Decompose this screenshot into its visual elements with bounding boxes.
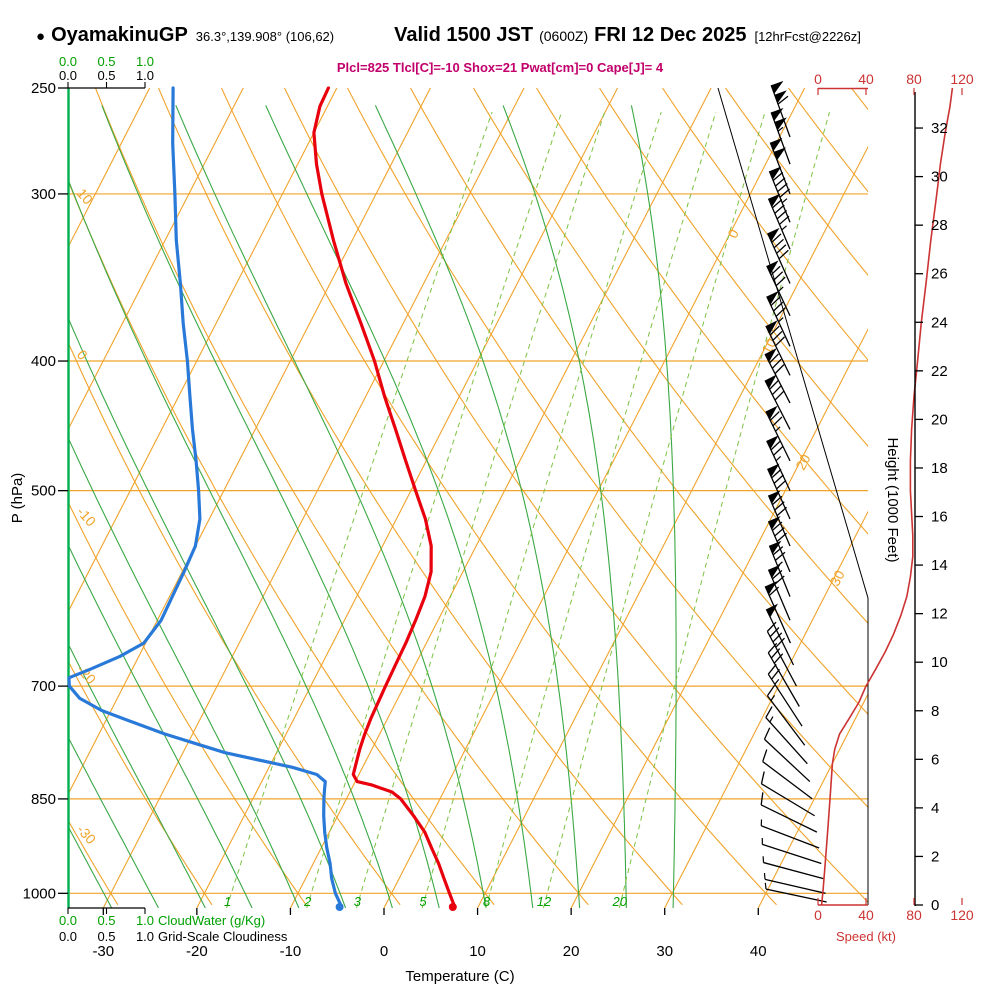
svg-text:10: 10 xyxy=(931,654,948,671)
cloud-scale-axes: 0.00.00.00.00.50.50.50.51.01.01.01.0Clou… xyxy=(59,54,288,944)
svg-text:P (hPa): P (hPa) xyxy=(9,473,26,524)
svg-text:28: 28 xyxy=(931,217,948,234)
svg-text:300: 300 xyxy=(31,186,56,203)
svg-text:120: 120 xyxy=(950,907,974,923)
svg-text:20: 20 xyxy=(563,943,580,960)
svg-text:14: 14 xyxy=(931,557,948,574)
dewpoint-profile-line xyxy=(67,86,343,907)
svg-text:8: 8 xyxy=(483,894,491,909)
svg-text:1000: 1000 xyxy=(23,885,56,902)
svg-text:-30: -30 xyxy=(92,943,114,960)
wind-barbs xyxy=(760,80,827,903)
moist-adiabats xyxy=(68,105,677,908)
svg-text:16: 16 xyxy=(931,509,948,526)
temperature-axis: -30 -20 -10 0 10 20 30 40 Temperature (C) xyxy=(92,908,767,985)
svg-text:20: 20 xyxy=(612,894,628,909)
svg-text:2: 2 xyxy=(931,848,939,865)
isotherm-lines xyxy=(68,88,868,908)
svg-text:40: 40 xyxy=(750,943,767,960)
svg-text:0.5: 0.5 xyxy=(97,68,115,83)
svg-text:120: 120 xyxy=(950,71,974,87)
svg-text:Speed (kt): Speed (kt) xyxy=(836,929,896,944)
svg-text:Height (1000 Feet): Height (1000 Feet) xyxy=(884,437,901,562)
svg-text:6: 6 xyxy=(931,751,939,768)
svg-text:-10: -10 xyxy=(280,943,302,960)
svg-text:700: 700 xyxy=(31,678,56,695)
dry-adiabats xyxy=(68,88,868,906)
surface-dewpoint-marker xyxy=(335,903,344,911)
svg-text:30: 30 xyxy=(931,169,948,186)
svg-text:22: 22 xyxy=(931,363,948,380)
svg-text:80: 80 xyxy=(906,907,922,923)
svg-text:1.0: 1.0 xyxy=(136,54,154,69)
svg-text:32: 32 xyxy=(931,120,948,137)
chart-title-row: ● OyamakinuGP 36.3°,139.908° (106,62) Valid… xyxy=(36,24,986,47)
svg-text:8: 8 xyxy=(931,703,939,720)
svg-text:0: 0 xyxy=(931,897,939,914)
svg-text:1.0: 1.0 xyxy=(136,913,154,928)
forecast-info: [12hrFcst@2226z] xyxy=(754,29,861,44)
svg-text:20: 20 xyxy=(931,411,948,428)
svg-text:5: 5 xyxy=(419,894,427,909)
svg-text:30: 30 xyxy=(826,567,848,588)
wind-staff-baseline xyxy=(717,87,869,905)
mixing-ratio-lines xyxy=(226,111,830,908)
svg-text:1.0: 1.0 xyxy=(136,68,154,83)
svg-text:12: 12 xyxy=(931,606,948,623)
station-name: OyamakinuGP xyxy=(51,24,188,46)
svg-text:1: 1 xyxy=(224,894,231,909)
svg-text:0.0: 0.0 xyxy=(59,54,77,69)
svg-text:500: 500 xyxy=(31,483,56,500)
svg-text:400: 400 xyxy=(31,353,56,370)
svg-text:4: 4 xyxy=(931,800,939,817)
svg-text:40: 40 xyxy=(858,71,874,87)
station-bullet-icon: ● xyxy=(36,28,46,45)
svg-text:0: 0 xyxy=(814,907,822,923)
svg-text:0.0: 0.0 xyxy=(59,913,77,928)
svg-text:10: 10 xyxy=(469,943,486,960)
svg-text:80: 80 xyxy=(906,71,922,87)
svg-text:Grid-Scale Cloudiness: Grid-Scale Cloudiness xyxy=(158,929,288,944)
svg-text:0.0: 0.0 xyxy=(59,929,77,944)
valid-time: Valid 1500 JST xyxy=(394,24,534,46)
svg-text:18: 18 xyxy=(931,460,948,477)
svg-text:0.5: 0.5 xyxy=(97,929,115,944)
svg-text:40: 40 xyxy=(858,907,874,923)
wind-speed-profile-line xyxy=(820,87,954,905)
temperature-profile-line xyxy=(312,86,456,907)
svg-text:850: 850 xyxy=(31,791,56,808)
svg-text:2: 2 xyxy=(303,894,312,909)
pressure-axis: 250 300 400 500 700 850 1000 P (hPa) xyxy=(9,80,68,902)
svg-text:3: 3 xyxy=(354,894,362,909)
valid-utc: (0600Z) xyxy=(539,28,589,44)
svg-text:26: 26 xyxy=(931,266,948,283)
svg-text:30: 30 xyxy=(656,943,673,960)
svg-text:-20: -20 xyxy=(186,943,208,960)
svg-text:Temperature (C): Temperature (C) xyxy=(405,968,514,985)
svg-text:12: 12 xyxy=(537,894,552,909)
svg-text:0.0: 0.0 xyxy=(59,68,77,83)
svg-text:24: 24 xyxy=(931,314,948,331)
svg-text:20: 20 xyxy=(792,451,814,472)
svg-text:250: 250 xyxy=(31,80,56,97)
surface-markers xyxy=(335,903,457,911)
station-coords: 36.3°,139.908° (106,62) xyxy=(195,29,335,44)
svg-text:CloudWater (g/Kg): CloudWater (g/Kg) xyxy=(158,913,265,928)
valid-date: FRI 12 Dec 2025 xyxy=(594,24,747,46)
svg-text:0: 0 xyxy=(380,943,388,960)
surface-temp-marker xyxy=(448,903,457,911)
svg-text:0.5: 0.5 xyxy=(97,54,115,69)
stability-parameters: Plcl=825 Tlcl[C]=-10 Shox=21 Pwat[cm]=0 … xyxy=(336,60,664,75)
pressure-gridlines xyxy=(68,193,868,894)
svg-text:0.5: 0.5 xyxy=(97,913,115,928)
svg-text:1.0: 1.0 xyxy=(136,929,154,944)
svg-text:-10: -10 xyxy=(74,504,100,530)
svg-text:0: 0 xyxy=(814,71,822,87)
